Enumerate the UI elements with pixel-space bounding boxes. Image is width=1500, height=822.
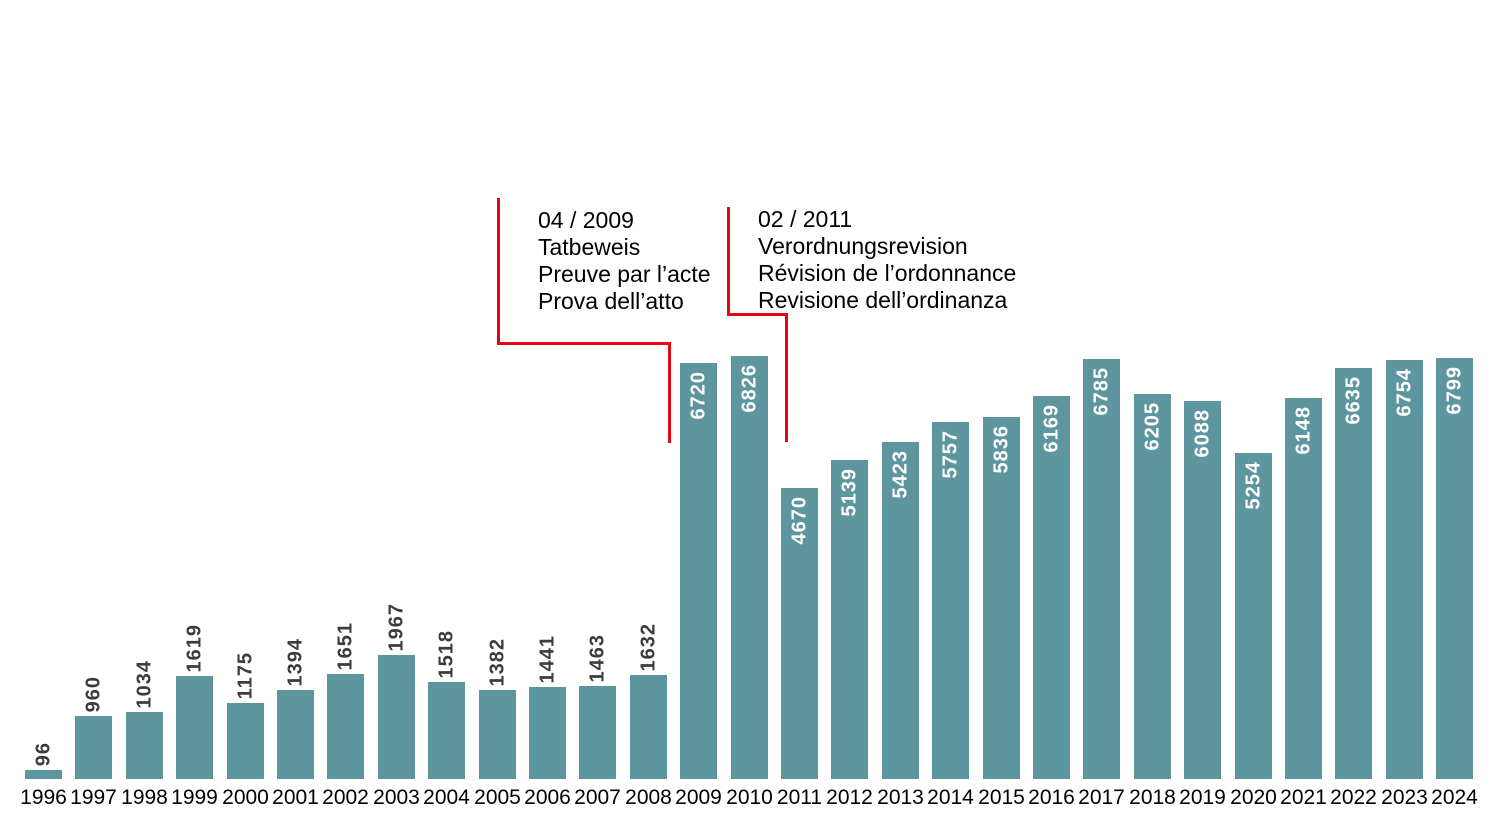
bar-value-label-2020: 5254 (1242, 461, 1264, 510)
bar-2016: 6169 (1033, 396, 1070, 779)
x-axis-label-2013: 2013 (877, 786, 924, 809)
bar-value-label-2011: 4670 (788, 496, 810, 545)
bar-value-label-2018: 6205 (1141, 402, 1163, 451)
bar-2014: 5757 (932, 422, 969, 779)
annotation-2009-text-de: Tatbeweis (538, 234, 641, 260)
bar-2023: 6754 (1386, 360, 1423, 779)
bar-1998: 1034 (126, 660, 163, 779)
bar-value-label-2017: 6785 (1090, 367, 1112, 416)
x-axis-label-2019: 2019 (1179, 786, 1226, 809)
bar-2002: 1651 (327, 622, 364, 779)
bar-value-label-2014: 5757 (939, 430, 961, 479)
bar-value-label-2021: 6148 (1292, 406, 1314, 455)
bar-value-label-2001: 1394 (284, 637, 306, 687)
bar-2022: 6635 (1335, 368, 1372, 779)
annotation-2011-text-de: Verordnungsrevision (758, 233, 968, 259)
bar-value-label-2006: 1441 (536, 634, 558, 684)
x-axis-label-2001: 2001 (272, 786, 319, 809)
x-axis-label-2024: 2024 (1431, 786, 1478, 809)
x-axis-label-2007: 2007 (574, 786, 621, 809)
bar-value-label-2019: 6088 (1191, 409, 1213, 458)
bar-2010: 6826 (731, 356, 768, 779)
x-axis-label-2014: 2014 (927, 786, 974, 809)
x-axis-label-2015: 2015 (978, 786, 1025, 809)
bar-2024: 6799 (1436, 358, 1473, 779)
x-axis-label-2006: 2006 (524, 786, 571, 809)
bar-value-label-2012: 5139 (838, 468, 860, 517)
x-axis-label-2010: 2010 (726, 786, 773, 809)
bar-value-label-2015: 5836 (990, 425, 1012, 474)
bar-2008: 1632 (630, 623, 667, 779)
x-axis-label-2016: 2016 (1028, 786, 1075, 809)
bar-2004: 1518 (428, 630, 465, 779)
bar-value-label-2023: 6754 (1393, 368, 1415, 417)
bar-value-label-2010: 6826 (738, 364, 760, 413)
x-axis-label-2023: 2023 (1381, 786, 1428, 809)
bar-2015: 5836 (983, 417, 1020, 779)
bar-value-label-2022: 6635 (1342, 376, 1364, 425)
bar-value-label-2000: 1175 (234, 651, 256, 699)
bar-value-label-1997: 960 (82, 675, 104, 712)
x-axis-label-2009: 2009 (675, 786, 722, 809)
bar-2019: 6088 (1184, 401, 1221, 779)
x-axis-label-2021: 2021 (1280, 786, 1327, 809)
annotation-2011-date: 02 / 2011 (758, 206, 853, 232)
bar-2007: 1463 (579, 634, 616, 779)
annotation-2009: 04 / 2009 Tatbeweis Preuve par l’acte Pr… (538, 207, 711, 315)
bar-value-label-1996: 96 (32, 741, 54, 766)
bar-1999: 1619 (176, 624, 213, 779)
x-axis-label-2008: 2008 (625, 786, 672, 809)
bar-value-label-2004: 1518 (435, 629, 457, 679)
annotation-2011-text-fr: Révision de l’ordonnance (758, 260, 1017, 286)
bar-2018: 6205 (1134, 394, 1171, 779)
x-axis-label-2012: 2012 (826, 786, 873, 809)
bar-2005: 1382 (479, 638, 516, 779)
bar-value-label-2008: 1632 (637, 622, 659, 672)
bar-2001: 1394 (277, 638, 314, 779)
x-axis-label-2004: 2004 (423, 786, 470, 809)
bar-2020: 5254 (1235, 453, 1272, 779)
x-axis-label-1997: 1997 (70, 786, 117, 809)
bar-value-label-2009: 6720 (687, 371, 709, 420)
x-axis-label-2000: 2000 (222, 786, 269, 809)
x-axis-label-2020: 2020 (1230, 786, 1277, 809)
bar-2006: 1441 (529, 635, 566, 779)
x-axis-label-2011: 2011 (776, 786, 823, 809)
bar-value-label-1999: 1619 (183, 623, 205, 673)
bar-2009: 6720 (680, 363, 717, 779)
bar-2017: 6785 (1083, 359, 1120, 779)
x-axis-label-2002: 2002 (322, 786, 369, 809)
x-axis-label-2022: 2022 (1330, 786, 1377, 809)
bar-value-label-2007: 1463 (586, 633, 608, 683)
x-axis-label-2017: 2017 (1078, 786, 1125, 809)
bar-value-label-2003: 1967 (385, 602, 407, 652)
x-axis-label-2018: 2018 (1129, 786, 1176, 809)
bar-2012: 5139 (831, 460, 868, 779)
x-axis-label-2003: 2003 (373, 786, 420, 809)
bar-value-label-2013: 5423 (889, 450, 911, 499)
annotation-2009-date: 04 / 2009 (538, 207, 634, 233)
bar-1997: 960 (75, 676, 112, 779)
bar-2013: 5423 (882, 442, 919, 779)
x-axis-label-1998: 1998 (121, 786, 168, 809)
x-axis-label-1999: 1999 (171, 786, 218, 809)
annotation-2009-text-it: Prova dell’atto (538, 288, 684, 314)
bar-2000: 1175 (227, 652, 264, 779)
x-axis-label-2005: 2005 (474, 786, 521, 809)
bar-value-label-2002: 1651 (334, 621, 356, 671)
bar-value-label-1998: 1034 (133, 659, 155, 709)
bar-value-label-2005: 1382 (486, 637, 508, 687)
bar-value-label-2016: 6169 (1040, 404, 1062, 453)
annotation-2011-text-it: Revisione dell’ordinanza (758, 287, 1008, 313)
bar-1996: 96 (25, 742, 62, 779)
bar-2003: 1967 (378, 603, 415, 779)
bar-2011: 4670 (781, 488, 818, 779)
bar-value-label-2024: 6799 (1443, 366, 1465, 415)
x-axis-label-1996: 1996 (20, 786, 67, 809)
bar-2021: 6148 (1285, 398, 1322, 779)
annotation-2009-text-fr: Preuve par l’acte (538, 261, 711, 287)
annotation-2011: 02 / 2011 Verordnungsrevision Révision d… (758, 206, 1016, 314)
